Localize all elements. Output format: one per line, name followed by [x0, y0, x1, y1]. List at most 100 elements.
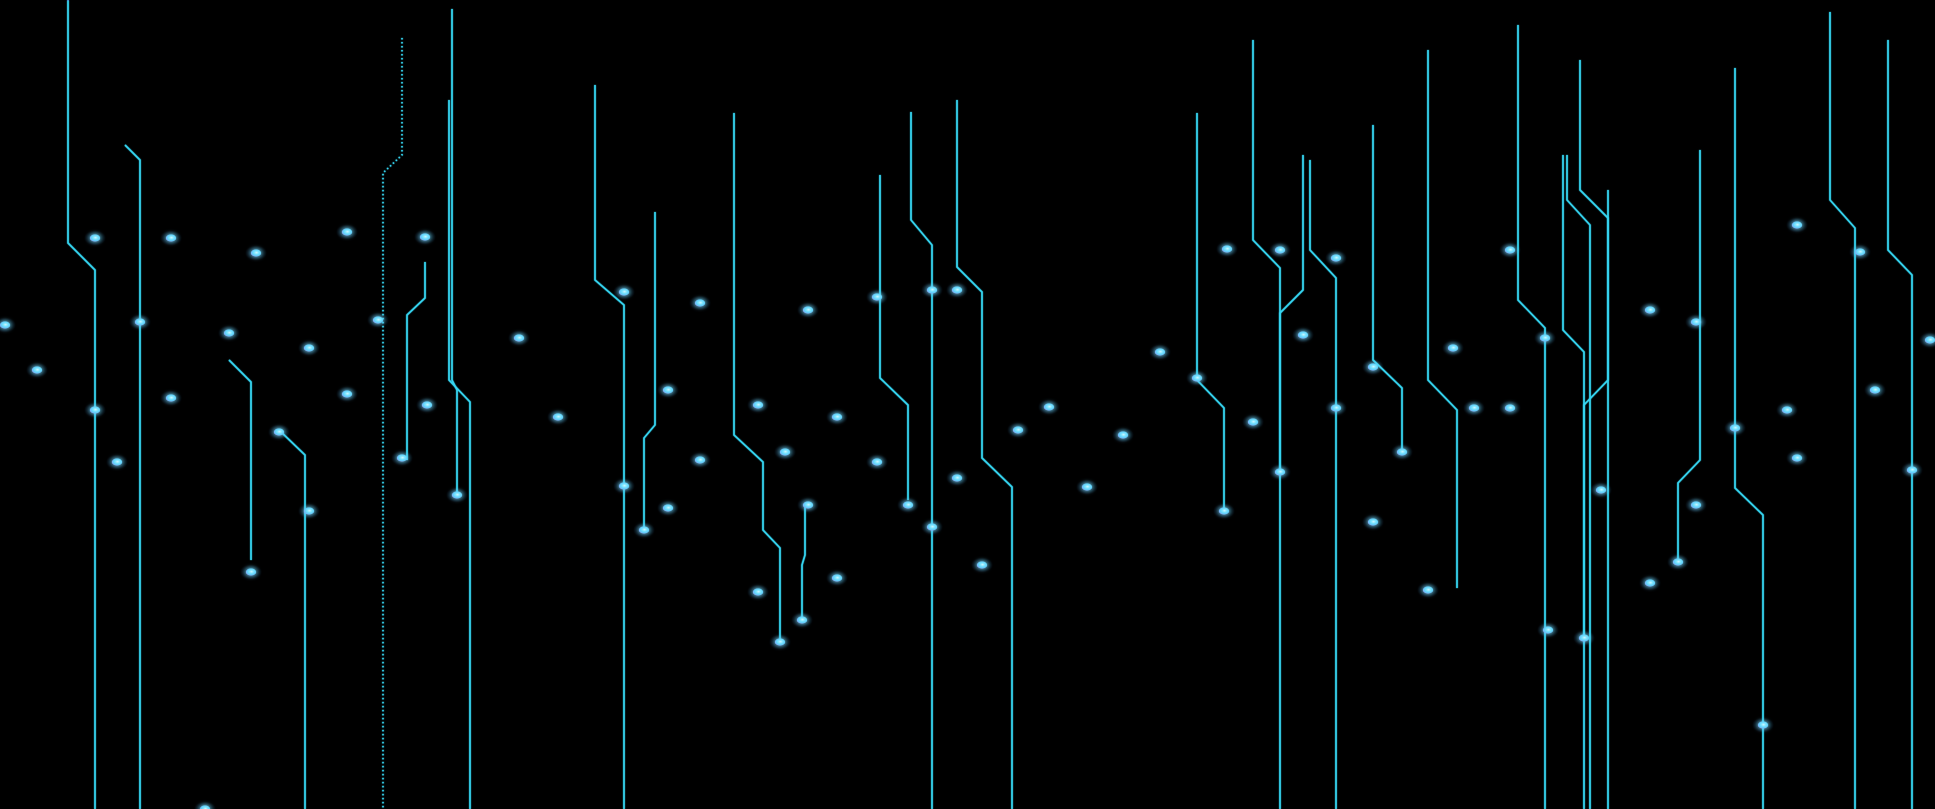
node-dot	[1154, 348, 1166, 356]
terminal-node	[1724, 420, 1746, 436]
node-dot	[774, 638, 786, 646]
terminal-node	[194, 801, 216, 809]
terminal-node	[1216, 241, 1238, 257]
terminal-node	[1269, 242, 1291, 258]
terminal-node	[26, 362, 48, 378]
terminal-node	[1417, 582, 1439, 598]
terminal-node	[416, 397, 438, 413]
terminal-node	[1242, 414, 1264, 430]
terminal-node	[1362, 514, 1384, 530]
node-dot	[1757, 721, 1769, 729]
terminal-node	[1685, 497, 1707, 513]
terminal-node	[547, 409, 569, 425]
node-dot	[1644, 579, 1656, 587]
terminal-node	[1463, 400, 1485, 416]
terminal-node	[657, 382, 679, 398]
node-dot	[1578, 634, 1590, 642]
node-dot	[1396, 448, 1408, 456]
node-dot	[111, 458, 123, 466]
node-dot	[1672, 558, 1684, 566]
node-halo	[194, 801, 216, 809]
terminal-node	[946, 470, 968, 486]
node-dot	[1690, 318, 1702, 326]
node-dot	[341, 228, 353, 236]
node-dot	[618, 482, 630, 490]
node-dot	[902, 501, 914, 509]
terminal-node	[1499, 400, 1521, 416]
terminal-node	[971, 557, 993, 573]
terminal-node	[1112, 427, 1134, 443]
terminal-node	[1667, 554, 1689, 570]
node-dot	[1447, 344, 1459, 352]
terminal-node	[1685, 314, 1707, 330]
terminal-node	[1186, 370, 1208, 386]
node-dot	[223, 329, 235, 337]
node-dot	[694, 456, 706, 464]
node-dot	[199, 805, 211, 809]
node-dot	[1012, 426, 1024, 434]
node-dot	[1330, 254, 1342, 262]
node-dot	[662, 504, 674, 512]
terminal-node	[1362, 359, 1384, 375]
terminal-node	[769, 634, 791, 650]
node-dot	[1542, 626, 1554, 634]
node-dot	[396, 454, 408, 462]
node-dot	[1468, 404, 1480, 412]
node-dot	[419, 233, 431, 241]
terminal-node	[245, 245, 267, 261]
terminal-node	[1573, 630, 1595, 646]
node-dot	[752, 401, 764, 409]
node-dot	[1690, 501, 1702, 509]
terminal-node	[797, 497, 819, 513]
node-dot	[1854, 248, 1866, 256]
terminal-node	[391, 450, 413, 466]
node-dot	[273, 428, 285, 436]
circuit-trace	[1583, 190, 1609, 809]
node-dot	[245, 568, 257, 576]
node-dot	[1247, 418, 1259, 426]
node-dot	[662, 386, 674, 394]
terminal-node	[1499, 242, 1521, 258]
node-dot	[89, 234, 101, 242]
node-dot	[303, 507, 315, 515]
terminal-node	[106, 454, 128, 470]
terminal-node	[774, 444, 796, 460]
node-dot	[802, 306, 814, 314]
circuit-trace	[67, 0, 96, 809]
terminal-node	[921, 519, 943, 535]
terminal-node	[657, 500, 679, 516]
node-dot	[871, 458, 883, 466]
node-dot	[165, 394, 177, 402]
node-dot	[1504, 246, 1516, 254]
node-dot	[1367, 518, 1379, 526]
node-dot	[1330, 404, 1342, 412]
circuit-trace	[1829, 12, 1856, 809]
terminal-node	[298, 503, 320, 519]
terminal-node	[336, 224, 358, 240]
node-dot	[1644, 306, 1656, 314]
circuit-trace	[1309, 160, 1337, 809]
terminal-node	[897, 497, 919, 513]
node-dot	[421, 401, 433, 409]
terminal-node	[1076, 479, 1098, 495]
terminal-node	[689, 295, 711, 311]
circuit-trace	[1427, 50, 1458, 588]
node-dot	[250, 249, 262, 257]
circuit-trace	[1566, 155, 1591, 809]
terminal-node	[240, 564, 262, 580]
node-dot	[831, 574, 843, 582]
terminal-node	[84, 402, 106, 418]
node-dot	[1274, 468, 1286, 476]
node-dot	[752, 588, 764, 596]
trace-layer	[4, 0, 1931, 809]
node-dot	[1791, 454, 1803, 462]
node-dot	[1422, 586, 1434, 594]
node-dot	[1297, 331, 1309, 339]
node-dot	[1869, 386, 1881, 394]
terminal-node	[336, 386, 358, 402]
node-dot	[165, 234, 177, 242]
terminal-node	[791, 612, 813, 628]
node-dot	[1906, 466, 1918, 474]
circuit-trace	[382, 38, 403, 809]
